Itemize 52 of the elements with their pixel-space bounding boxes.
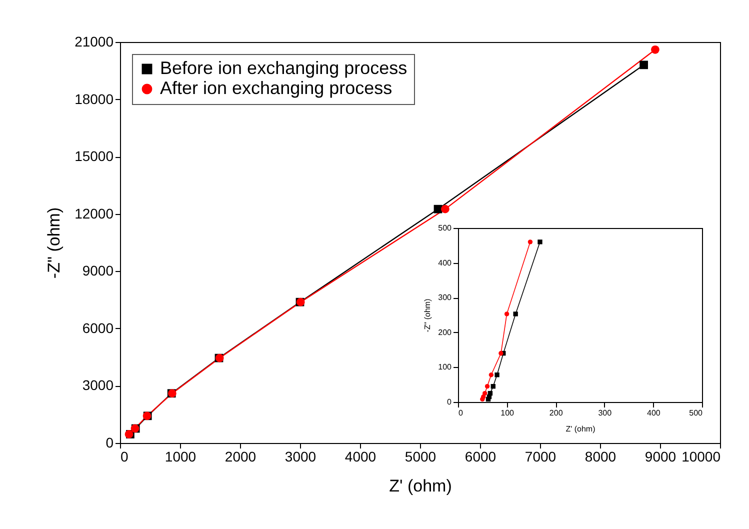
point — [504, 312, 510, 316]
x-axis-title: Z' (ohm) — [566, 424, 596, 434]
x-tick-label: 1000 — [164, 448, 196, 464]
x-tick-label: 300 — [598, 408, 612, 418]
point — [538, 240, 542, 244]
point — [482, 390, 488, 396]
point — [441, 204, 450, 214]
y-tick-label: 12000 — [74, 205, 114, 222]
x-tick-label: 6000 — [464, 448, 496, 464]
x-tick-label: 2000 — [224, 448, 256, 464]
y-tick-label: 3000 — [82, 377, 114, 394]
x-tick-label: 0 — [120, 448, 128, 464]
x-tick-label: 9000 — [644, 448, 676, 464]
y-tick-label: 200 — [438, 328, 452, 337]
point — [490, 384, 496, 389]
y-tick-label: 100 — [438, 362, 452, 372]
y-tick-label: 300 — [438, 293, 452, 302]
y-tick-label: 9000 — [82, 262, 114, 279]
x-tick-label: 200 — [549, 408, 564, 418]
x-tick-label: 5000 — [404, 448, 436, 464]
point — [528, 240, 533, 244]
y-axis-title: -Z" (ohm) — [44, 207, 64, 279]
point — [434, 204, 442, 214]
x-tick-label: 100 — [500, 408, 515, 418]
point — [494, 372, 500, 378]
x-tick-label: 400 — [647, 408, 661, 418]
y-tick-label: 6000 — [82, 320, 114, 336]
legend-label: After ion exchanging process — [160, 78, 392, 98]
y-tick-label: 400 — [438, 258, 452, 268]
x-tick-label: 7000 — [524, 448, 556, 464]
point — [513, 312, 518, 316]
x-tick-label: 500 — [689, 408, 704, 418]
point — [488, 372, 494, 378]
x-tick-label: 4000 — [344, 448, 376, 464]
y-tick-label: 0 — [447, 398, 452, 406]
x-axis-title: Z' (ohm) — [389, 476, 452, 496]
point — [498, 350, 504, 356]
y-tick-label: 21000 — [74, 34, 114, 50]
y-tick-label: 15000 — [74, 148, 114, 164]
point — [640, 60, 648, 70]
legend-label: Before ion exchanging process — [160, 58, 408, 78]
y-tick-label: 18000 — [74, 90, 114, 107]
y-tick-label: 500 — [438, 224, 452, 232]
point — [488, 390, 493, 396]
point — [651, 45, 660, 54]
point — [484, 384, 490, 389]
y-tick-label: 0 — [106, 434, 114, 450]
x-tick-label: 8000 — [584, 448, 616, 464]
x-tick-label: 10000 — [682, 448, 721, 464]
x-tick-label: 3000 — [284, 448, 316, 464]
x-tick-label: 0 — [458, 408, 464, 418]
y-axis-title: -Z" (ohm) — [422, 298, 432, 332]
